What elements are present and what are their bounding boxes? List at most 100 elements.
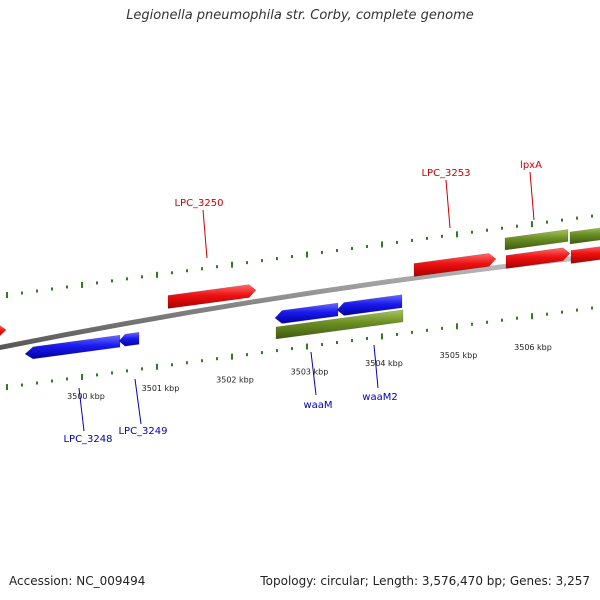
major-tick — [6, 292, 8, 299]
minor-tick — [216, 357, 218, 361]
scale-label: 3502 kbp — [216, 376, 254, 385]
tick-row-reverse — [6, 306, 593, 391]
minor-tick — [366, 244, 368, 248]
gene-arrow-partial-right[interactable] — [570, 245, 600, 264]
gene-label-LPC_3253[interactable]: LPC_3253 — [421, 168, 470, 179]
leader-line — [445, 179, 451, 229]
minor-tick — [516, 224, 518, 228]
rna-feature-upper-2[interactable] — [569, 227, 600, 245]
gene-arrow-waaM[interactable] — [274, 302, 339, 324]
minor-tick — [201, 267, 203, 271]
minor-tick — [96, 373, 98, 377]
gene-label-waaM2[interactable]: waaM2 — [362, 392, 397, 403]
minor-tick — [411, 238, 413, 242]
gene-label-LPC_3248[interactable]: LPC_3248 — [63, 434, 112, 445]
minor-tick — [321, 251, 323, 255]
minor-tick — [66, 285, 68, 289]
major-tick — [231, 261, 233, 268]
minor-tick — [141, 275, 143, 279]
rna-feature-upper[interactable] — [504, 229, 569, 251]
major-tick — [381, 333, 383, 340]
gene-arrow-LPC_3253[interactable] — [413, 253, 497, 277]
minor-tick — [516, 316, 518, 320]
gene-features — [0, 227, 600, 360]
minor-tick — [276, 257, 278, 261]
minor-tick — [396, 332, 398, 336]
minor-tick — [36, 381, 38, 385]
minor-tick — [501, 226, 503, 230]
genome-title: Legionella pneumophila str. Corby, compl… — [126, 8, 474, 23]
gene-label-LPC_3250[interactable]: LPC_3250 — [174, 198, 223, 209]
scale-label: 3505 kbp — [440, 351, 478, 360]
minor-tick — [486, 228, 488, 232]
minor-tick — [501, 318, 503, 322]
minor-tick — [426, 236, 428, 240]
gene-arrow-LPC_3249[interactable] — [118, 332, 140, 347]
gene-arrow-partial-left[interactable] — [0, 325, 7, 338]
minor-tick — [546, 312, 548, 316]
gene-label-LPC_3249[interactable]: LPC_3249 — [118, 426, 167, 437]
minor-tick — [561, 310, 563, 314]
minor-tick — [396, 240, 398, 244]
minor-tick — [126, 277, 128, 281]
gene-label-waaM[interactable]: waaM — [303, 400, 332, 411]
scale-label: 3500 kbp — [67, 392, 105, 401]
minor-tick — [276, 349, 278, 353]
accession-text: Accession: NC_009494 — [9, 574, 146, 588]
genome-summary-text: Topology: circular; Length: 3,576,470 bp… — [260, 574, 590, 588]
minor-tick — [111, 371, 113, 375]
rna-feature-lower[interactable] — [275, 309, 404, 340]
minor-tick — [51, 287, 53, 291]
minor-tick — [141, 367, 143, 371]
gene-arrow-lpxA[interactable] — [505, 247, 571, 269]
major-tick — [306, 251, 308, 258]
tick-row-forward — [6, 214, 593, 299]
minor-tick — [21, 383, 23, 387]
minor-tick — [351, 338, 353, 342]
minor-tick — [21, 291, 23, 295]
minor-tick — [351, 246, 353, 250]
major-tick — [456, 323, 458, 330]
major-tick — [81, 281, 83, 288]
minor-tick — [591, 306, 593, 310]
minor-tick — [336, 249, 338, 253]
leader-line — [373, 344, 379, 389]
gene-label-lpxA[interactable]: lpxA — [520, 160, 542, 171]
major-tick — [531, 221, 533, 228]
scale-label: 3501 kbp — [142, 384, 180, 393]
major-tick — [456, 231, 458, 238]
minor-tick — [366, 336, 368, 340]
scale-label: 3506 kbp — [514, 343, 552, 352]
minor-tick — [576, 216, 578, 220]
major-tick — [381, 241, 383, 248]
minor-tick — [336, 341, 338, 345]
minor-tick — [441, 326, 443, 330]
minor-tick — [171, 363, 173, 367]
minor-tick — [246, 353, 248, 357]
leader-line — [134, 378, 142, 425]
minor-tick — [261, 351, 263, 355]
minor-tick — [216, 265, 218, 269]
major-tick — [156, 363, 158, 370]
minor-tick — [291, 347, 293, 351]
minor-tick — [36, 289, 38, 293]
minor-tick — [321, 343, 323, 347]
minor-tick — [51, 379, 53, 383]
minor-tick — [471, 230, 473, 234]
minor-tick — [111, 279, 113, 283]
leader-line — [529, 171, 535, 221]
major-tick — [531, 313, 533, 320]
major-tick — [306, 343, 308, 350]
scale-label: 3504 kbp — [365, 359, 403, 368]
minor-tick — [291, 255, 293, 259]
minor-tick — [591, 214, 593, 218]
gene-arrow-waaM2[interactable] — [336, 294, 403, 316]
gene-arrow-LPC_3250[interactable] — [167, 284, 257, 309]
leader-line — [310, 351, 317, 396]
minor-tick — [546, 220, 548, 224]
minor-tick — [186, 269, 188, 273]
gene-arrow-LPC_3248[interactable] — [24, 334, 121, 360]
minor-tick — [486, 320, 488, 324]
